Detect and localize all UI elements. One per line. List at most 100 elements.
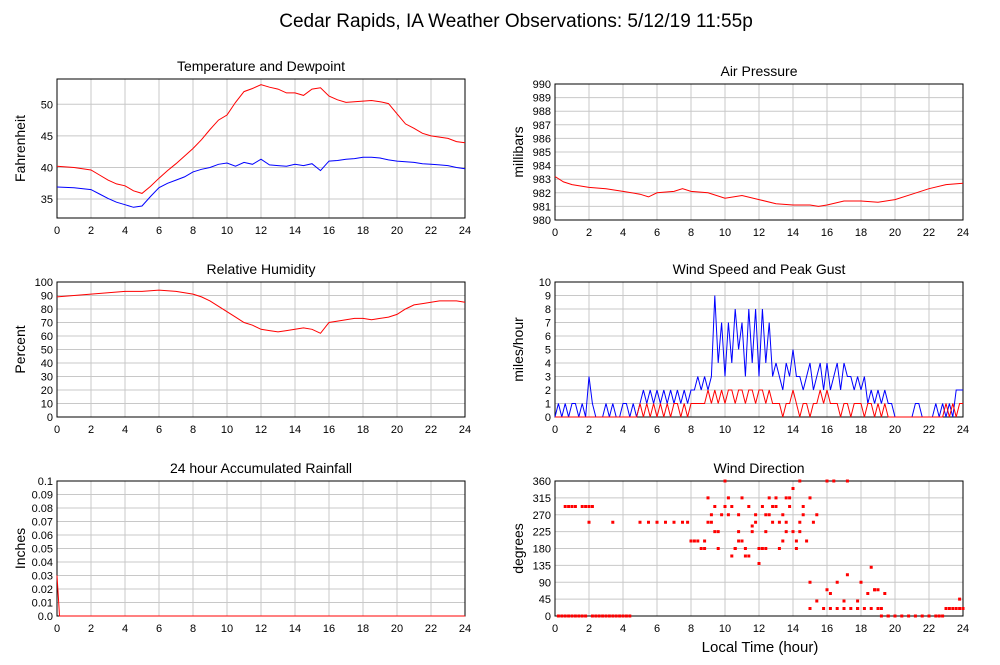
winddir-point (737, 530, 741, 534)
winddir-point (781, 513, 785, 517)
winddir-point (726, 496, 730, 500)
winddir-point (713, 530, 717, 534)
winddir-point (737, 539, 741, 543)
winddir-x-tick-label: 14 (787, 623, 799, 635)
winddir-point (709, 520, 713, 524)
rain-x-tick-label: 6 (156, 623, 162, 635)
temp-x-tick-label: 22 (425, 225, 437, 237)
winddir-y-tick-label: 225 (533, 527, 551, 539)
winddir-point (556, 614, 560, 618)
rain-y-tick-label: 0.01 (32, 598, 53, 610)
pressure-x-tick-label: 0 (552, 227, 558, 239)
winddir-point (760, 505, 764, 508)
pressure-y-tick-label: 986 (533, 133, 551, 145)
winddir-point (934, 614, 938, 618)
rain-x-tick-label: 12 (255, 623, 267, 635)
wind-x-tick-label: 14 (787, 424, 799, 436)
winddir-y-tick-label: 315 (533, 493, 551, 505)
winddir-point (771, 520, 775, 524)
wind-x-tick-label: 18 (855, 424, 867, 436)
wind-x-tick-label: 4 (620, 424, 626, 436)
pressure-y-tick-label: 989 (533, 93, 551, 105)
humidity-x-tick-label: 18 (357, 424, 369, 436)
wind-y-tick-label: 10 (539, 277, 551, 289)
wind-y-tick-label: 3 (545, 372, 551, 384)
winddir-point (754, 520, 758, 524)
humidity-y-tick-label: 30 (41, 372, 53, 384)
winddir-point (784, 530, 788, 534)
winddir-point (845, 479, 849, 483)
winddir-point (723, 505, 727, 508)
rain-x-tick-label: 18 (357, 623, 369, 635)
temp-x-tick-label: 16 (323, 225, 335, 237)
winddir-point (720, 513, 724, 517)
winddir-point (791, 487, 795, 490)
winddir-point (647, 520, 650, 524)
winddir-point (774, 505, 778, 508)
pressure-y-tick-label: 981 (533, 201, 551, 213)
winddir-point (611, 520, 615, 524)
winddir-point (686, 520, 690, 524)
wind-y-tick-label: 8 (545, 304, 551, 316)
rain-y-tick-label: 0.05 (32, 544, 53, 556)
winddir-point (624, 614, 628, 618)
winddir-point (777, 547, 781, 550)
winddir-point (886, 614, 890, 618)
winddir-point (604, 614, 608, 618)
winddir-point (808, 580, 812, 584)
wind-x-tick-label: 10 (719, 424, 731, 436)
winddir-point (794, 547, 798, 550)
winddir-point (805, 539, 809, 543)
winddir-point (747, 505, 751, 508)
humidity-plot-frame (56, 281, 466, 418)
temp-chart: Temperature and DewpointFahrenheit354045… (12, 58, 471, 237)
rain-y-tick-label: 0.03 (32, 571, 53, 583)
pressure-y-axis-label: millibars (510, 126, 526, 177)
winddir-point (672, 520, 676, 524)
winddir-point (597, 614, 601, 618)
winddir-point (777, 520, 781, 524)
humidity-y-tick-label: 40 (41, 358, 53, 370)
pressure-y-tick-label: 982 (533, 188, 551, 200)
rain-x-tick-label: 10 (221, 623, 233, 635)
winddir-point (743, 554, 747, 558)
winddir-point (951, 607, 955, 610)
winddir-point (563, 614, 567, 618)
winddir-point (764, 513, 768, 517)
rain-y-tick-label: 0.07 (32, 517, 53, 529)
pressure-x-tick-label: 22 (923, 227, 935, 239)
winddir-point (696, 539, 700, 543)
humidity-x-tick-label: 4 (122, 424, 128, 436)
winddir-point (733, 547, 737, 550)
wind-y-axis-label: miles/hour (510, 317, 526, 382)
winddir-point (567, 505, 571, 508)
wind-y-tick-label: 5 (545, 345, 551, 357)
winddir-point (560, 614, 564, 618)
winddir-point (621, 614, 625, 618)
winddir-point (828, 607, 832, 610)
winddir-point (743, 547, 747, 550)
temp-plot-frame (56, 78, 466, 219)
winddir-point (876, 607, 880, 610)
winddir-point (859, 580, 863, 584)
winddir-x-tick-label: 16 (821, 623, 833, 635)
winddir-point (692, 539, 696, 543)
rain-x-tick-label: 20 (391, 623, 403, 635)
winddir-x-tick-label: 4 (620, 623, 626, 635)
winddir-point (913, 614, 917, 618)
wind-series-line (555, 389, 963, 418)
humidity-x-tick-label: 6 (156, 424, 162, 436)
winddir-point (628, 614, 632, 618)
rain-y-tick-label: 0.0 (38, 611, 53, 623)
winddir-point (873, 588, 877, 592)
winddir-point (563, 505, 567, 508)
winddir-y-tick-label: 45 (539, 594, 551, 606)
winddir-point (937, 614, 941, 618)
winddir-point (584, 505, 588, 508)
temp-y-tick-label: 35 (41, 194, 53, 206)
winddir-point (590, 614, 594, 618)
pressure-series-line (554, 176, 964, 207)
winddir-point (784, 520, 788, 524)
rain-y-tick-label: 0.09 (32, 490, 53, 502)
